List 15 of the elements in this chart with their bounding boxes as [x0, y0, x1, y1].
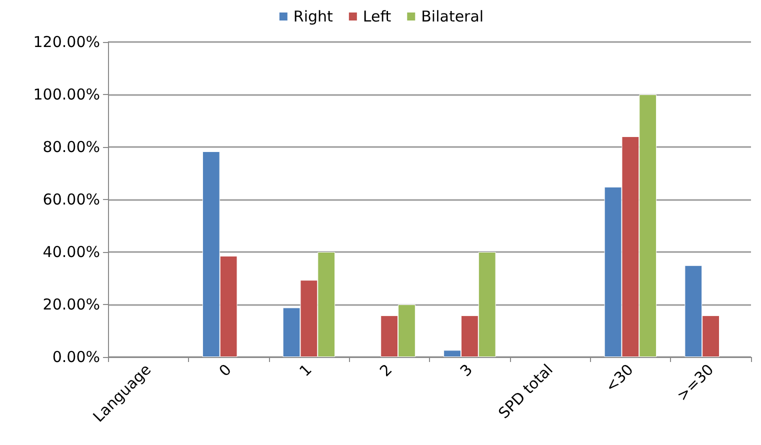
legend-label: Right: [293, 8, 334, 26]
x-tick-label: 2: [376, 360, 396, 380]
legend-label: Left: [362, 8, 392, 26]
x-tick-label: <30: [602, 360, 637, 396]
legend-label: Bilateral: [421, 8, 484, 26]
y-tick-label: 60.00%: [42, 190, 100, 208]
y-tick-label: 80.00%: [42, 138, 100, 156]
y-tick-label: 100.00%: [33, 86, 100, 104]
y-tick-label: 0.00%: [52, 348, 100, 366]
y-tick-label: 120.00%: [33, 33, 100, 51]
y-tick-label: 40.00%: [42, 243, 100, 261]
x-tick-label: 1: [296, 360, 316, 380]
y-tick-label: 20.00%: [42, 296, 100, 314]
x-tick-label: 3: [456, 360, 476, 380]
x-tick-label: 0: [215, 360, 235, 380]
